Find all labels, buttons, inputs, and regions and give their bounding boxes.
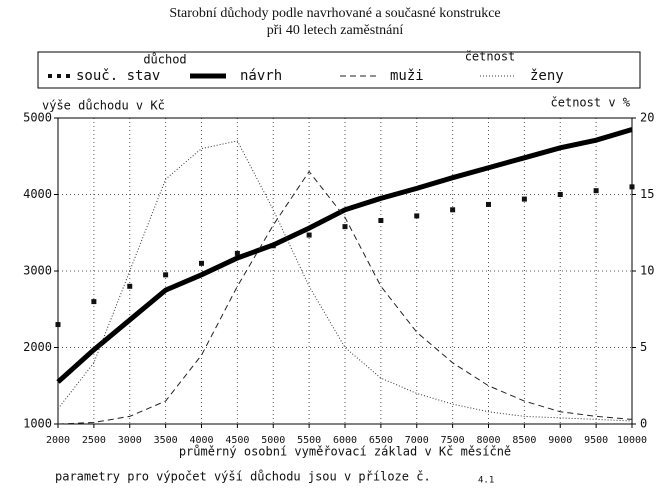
point	[414, 213, 420, 219]
y-axis-label: výše důchodu v Kč	[42, 99, 165, 113]
plot-frame	[57, 117, 633, 425]
point	[486, 201, 491, 207]
legend-label: návrh	[240, 68, 282, 84]
legend-group: četnost	[465, 50, 516, 64]
x-tick-label: 4000	[189, 435, 213, 446]
x-tick-label: 5000	[261, 435, 285, 446]
legend-group: důchod	[143, 53, 186, 67]
point	[163, 272, 169, 278]
x-axis-label: průměrný osobní vyměřovací základ v Kč m…	[179, 445, 511, 459]
line	[57, 170, 633, 425]
y-tick-label: 1000	[23, 417, 52, 431]
footnote: parametry pro výpočet výší důchodu jsou …	[55, 470, 431, 484]
x-tick-label: 7500	[441, 435, 465, 446]
point	[306, 232, 312, 238]
legend-label: souč. stav	[76, 68, 160, 84]
point	[55, 322, 61, 328]
point	[199, 260, 204, 266]
legend-symbol	[48, 74, 52, 78]
y2-tick-label: 15	[640, 187, 654, 201]
x-tick-label: 3500	[154, 435, 178, 446]
point	[342, 224, 348, 230]
y2-tick-label: 0	[640, 417, 647, 431]
point	[127, 283, 133, 289]
y-tick-label: 5000	[23, 111, 52, 125]
x-tick-label: 8500	[512, 435, 536, 446]
point	[378, 218, 384, 224]
footnote-ref: 4.1	[478, 476, 494, 486]
x-tick-label: 10000	[617, 435, 647, 446]
legend-box	[37, 51, 641, 89]
point	[593, 188, 599, 194]
chart-title: Starobní důchody podle navrhované a souč…	[169, 6, 500, 21]
point	[629, 184, 635, 190]
x-tick-label: 3000	[118, 435, 142, 446]
x-tick-label: 5500	[297, 435, 321, 446]
point	[521, 196, 527, 202]
x-tick-label: 6500	[369, 435, 393, 446]
line	[57, 140, 633, 422]
y2-tick-label: 5	[640, 340, 647, 354]
legend-label: muži	[390, 68, 424, 84]
point	[450, 207, 456, 213]
y-tick-label: 2000	[23, 340, 52, 354]
y2-axis-label: četnost v %	[551, 96, 631, 110]
chart-subtitle: při 40 letech zaměstnání	[267, 23, 404, 38]
x-tick-label: 9000	[548, 435, 572, 446]
y-tick-label: 4000	[23, 187, 52, 201]
point	[557, 192, 563, 197]
y2-tick-label: 20	[640, 111, 654, 125]
x-tick-label: 4500	[225, 435, 249, 446]
x-tick-label: 7000	[405, 435, 429, 446]
legend-symbol	[66, 74, 70, 78]
x-tick-label: 2500	[82, 435, 106, 446]
x-tick-label: 9500	[584, 435, 608, 446]
legend-symbol	[57, 74, 61, 78]
point	[91, 299, 97, 305]
legend-label: ženy	[530, 68, 564, 84]
point	[234, 250, 240, 256]
x-tick-label: 2000	[46, 435, 70, 446]
line	[56, 127, 633, 384]
y-tick-label: 3000	[23, 264, 52, 278]
x-tick-label: 8000	[476, 435, 500, 446]
y2-tick-label: 10	[640, 264, 654, 278]
x-tick-label: 6000	[333, 435, 357, 446]
